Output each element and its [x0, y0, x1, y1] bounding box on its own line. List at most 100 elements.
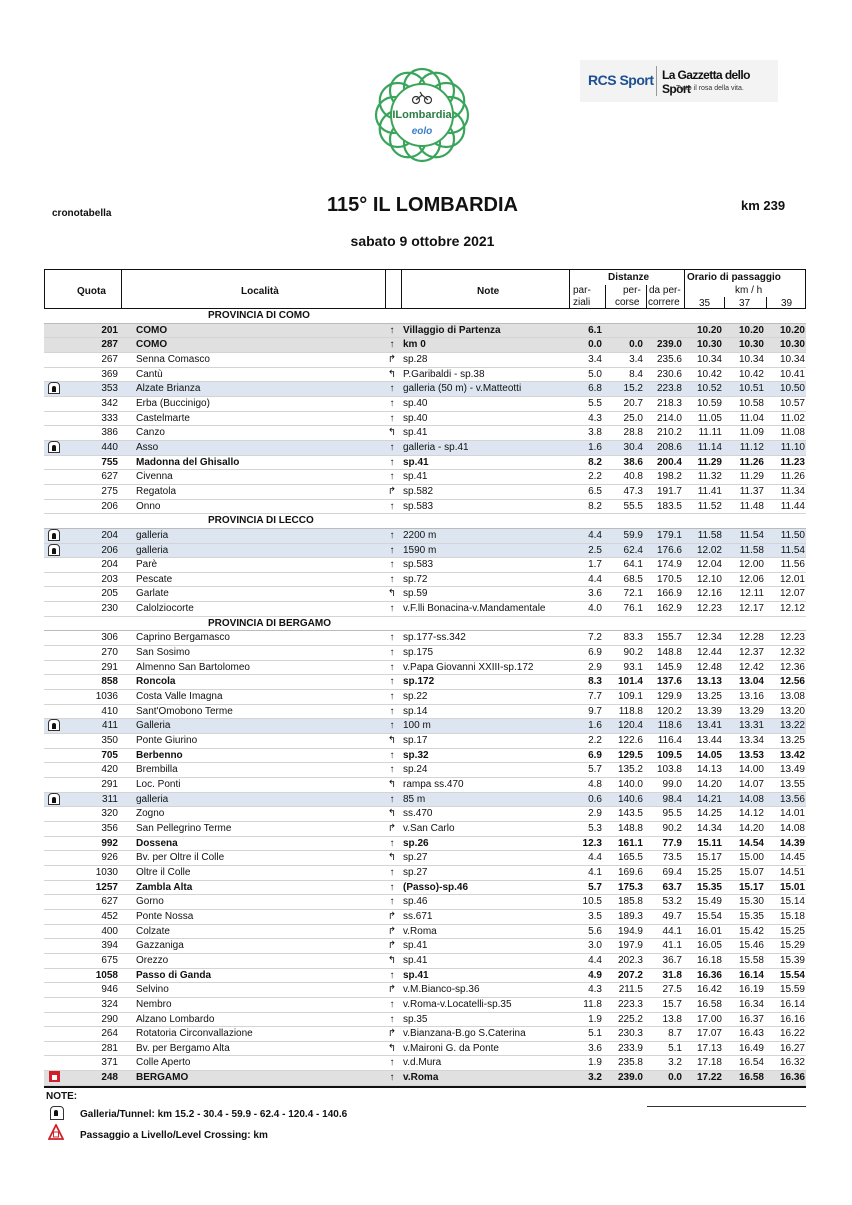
straight-arrow-icon: ↑ [389, 383, 395, 395]
distance-partial: 6.1 [588, 324, 602, 336]
localita: Oltre il Colle [136, 866, 191, 878]
straight-arrow-icon: ↑ [389, 573, 395, 585]
distance-partial: 4.3 [588, 984, 602, 996]
time-39kmh: 11.08 [780, 427, 805, 439]
distance-remaining: 90.2 [662, 822, 682, 834]
distance-covered: 225.2 [617, 1013, 643, 1025]
time-35kmh: 13.25 [696, 691, 722, 703]
distance-covered: 202.3 [617, 954, 643, 966]
table-row: 281 Bv. per Bergamo Alta ↰ v.Maironi G. da … [44, 1042, 806, 1057]
localita: galleria [136, 529, 169, 541]
quota: 410 [101, 705, 118, 717]
distance-covered: 118.8 [618, 705, 643, 717]
distance-covered: 40.8 [623, 471, 643, 483]
localita: Nembro [136, 998, 172, 1010]
localita: Passo di Ganda [136, 969, 212, 981]
col-percorse-2: corse [615, 297, 640, 308]
straight-arrow-icon: ↑ [389, 500, 395, 512]
right-arrow-icon: ↱ [387, 822, 397, 834]
time-39kmh: 15.29 [779, 940, 805, 952]
distance-covered: 20.7 [623, 397, 643, 409]
distance-covered: 197.9 [617, 940, 643, 952]
localita: Zambla Alta [136, 881, 193, 893]
time-37kmh: 12.00 [738, 559, 764, 571]
tunnel-icon [48, 792, 60, 805]
col-note: Note [477, 286, 500, 297]
straight-arrow-icon: ↑ [389, 1057, 395, 1069]
time-39kmh: 13.25 [779, 735, 805, 747]
note: sp.583 [403, 559, 434, 571]
time-37kmh: 10.58 [738, 397, 764, 409]
time-39kmh: 10.50 [779, 383, 805, 395]
note: sp.26 [403, 837, 429, 849]
distance-remaining: 31.8 [662, 969, 682, 981]
distance-partial: 2.2 [588, 735, 602, 747]
time-35kmh: 11.29 [697, 456, 722, 468]
time-35kmh: 17.07 [696, 1028, 722, 1040]
time-35kmh: 10.20 [696, 324, 722, 336]
distance-remaining: 15.7 [662, 998, 682, 1010]
localita: Rotatoria Circonvallazione [136, 1028, 253, 1040]
left-arrow-icon: ↰ [387, 779, 397, 790]
table-row: 291 Loc. Ponti ↰ rampa ss.470 4.8 140.0 99.0 14… [44, 778, 806, 793]
localita: Brembilla [136, 764, 178, 776]
distance-partial: 4.4 [588, 954, 602, 966]
distance-partial: 5.7 [588, 881, 602, 893]
table-row: 205 Garlate ↰ sp.59 3.6 72.1 166.9 12.16 12.11 12… [44, 587, 806, 603]
distance-covered: 185.8 [617, 896, 643, 908]
table-row: 350 Ponte Giurino ↰ sp.17 2.2 122.6 116.4 13.44… [44, 734, 806, 749]
time-39kmh: 10.20 [779, 324, 805, 336]
straight-arrow-icon: ↑ [389, 676, 395, 688]
straight-arrow-icon: ↑ [389, 559, 395, 571]
timetable: Quota Località Note Distanze par- ziali … [44, 269, 806, 1088]
straight-arrow-icon: ↑ [389, 412, 395, 424]
time-37kmh: 16.14 [738, 969, 764, 981]
localita: Sant'Omobono Terme [136, 705, 233, 717]
time-39kmh: 14.01 [779, 808, 805, 820]
distance-remaining: 41.1 [662, 940, 682, 952]
localita: BERGAMO [136, 1072, 189, 1084]
straight-arrow-icon: ↑ [389, 647, 395, 659]
time-39kmh: 11.26 [780, 471, 805, 483]
time-35kmh: 13.39 [696, 705, 722, 717]
table-row: 353 Alzate Brianza ↑ galleria (50 m) - v.Ma… [44, 382, 806, 397]
table-row: 230 Calolziocorte ↑ v.F.lli Bonacina-v.Mand… [44, 602, 806, 617]
time-39kmh: 16.22 [779, 1028, 805, 1040]
straight-arrow-icon: ↑ [389, 837, 395, 849]
distance-covered: 233.9 [617, 1042, 643, 1054]
time-39kmh: 14.45 [779, 852, 805, 864]
time-35kmh: 14.13 [696, 764, 722, 776]
note: sp.27 [403, 852, 428, 864]
distance-covered: 207.2 [617, 969, 643, 981]
distance-partial: 6.9 [588, 647, 602, 659]
sponsor-logos: RCS Sport La Gazzetta dello Sport Tutto … [580, 60, 778, 102]
localita: Galleria [136, 720, 171, 732]
time-37kmh: 12.42 [738, 661, 764, 673]
straight-arrow-icon: ↑ [389, 896, 395, 908]
time-35kmh: 12.02 [696, 544, 722, 556]
table-row: 992 Dossena ↑ sp.26 12.3 161.1 77.9 15.11 14.54 1… [44, 837, 806, 852]
table-row: 946 Selvino ↱ v.M.Bianco-sp.36 4.3 211.5 27.5 1… [44, 983, 806, 998]
distance-covered: 148.8 [617, 822, 643, 834]
time-39kmh: 12.56 [779, 676, 805, 688]
note: 85 m [403, 793, 426, 805]
time-35kmh: 15.25 [696, 866, 722, 878]
time-35kmh: 16.36 [696, 969, 722, 981]
straight-arrow-icon: ↑ [389, 632, 395, 644]
distance-covered: 194.9 [617, 925, 643, 937]
straight-arrow-icon: ↑ [389, 324, 395, 336]
quota: 411 [102, 720, 118, 732]
straight-arrow-icon: ↑ [389, 764, 395, 776]
localita: COMO [136, 324, 168, 336]
straight-arrow-icon: ↑ [389, 471, 395, 483]
time-37kmh: 14.20 [738, 822, 764, 834]
distance-partial: 12.3 [582, 837, 602, 849]
time-35kmh: 17.13 [696, 1042, 722, 1054]
time-35kmh: 12.34 [696, 632, 722, 644]
distance-remaining: 148.8 [656, 647, 682, 659]
straight-arrow-icon: ↑ [389, 881, 395, 893]
time-37kmh: 10.51 [738, 383, 764, 395]
time-35kmh: 12.10 [696, 573, 722, 585]
localita: Calolziocorte [136, 603, 194, 615]
left-arrow-icon: ↰ [387, 735, 397, 747]
